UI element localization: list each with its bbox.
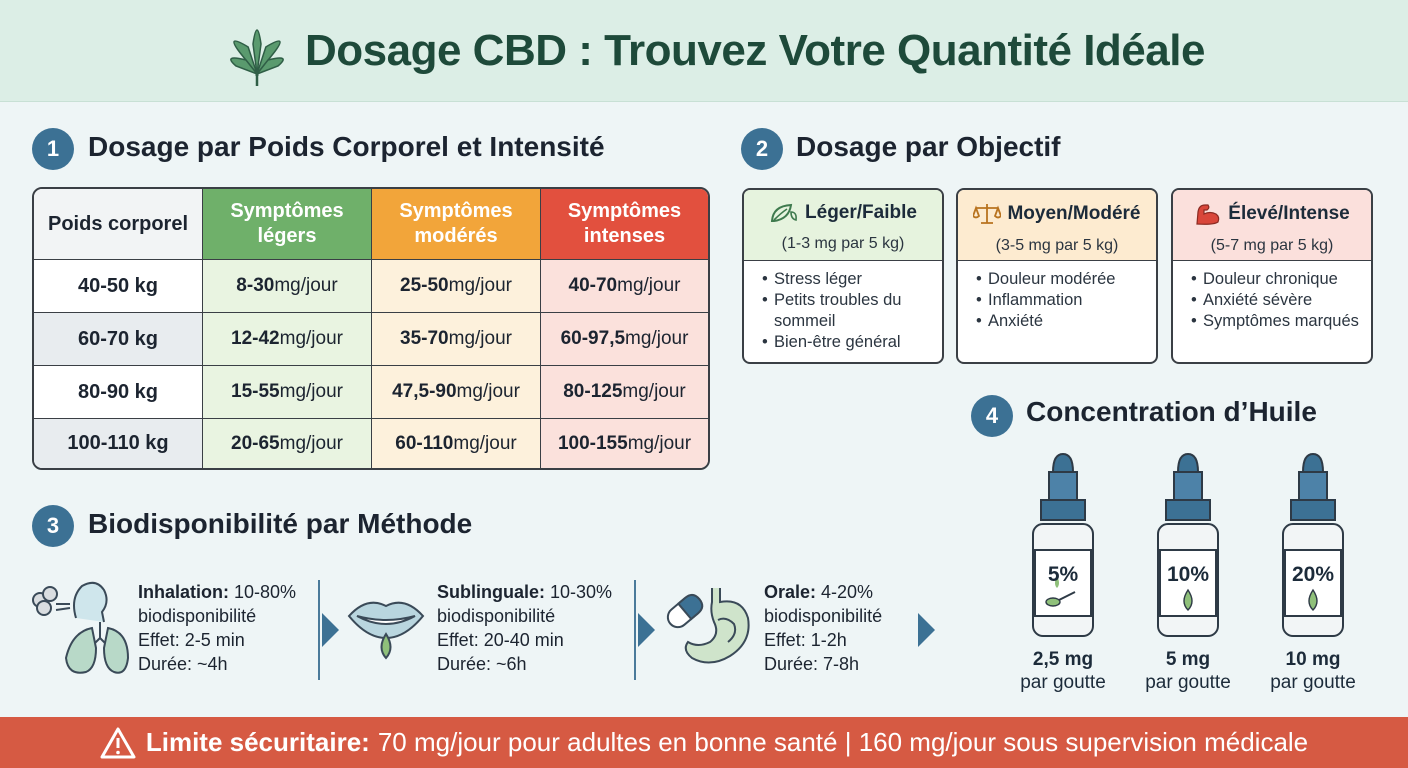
bottle-dose: 2,5 mg par goutte	[1020, 649, 1106, 693]
dosage-table: Poids corporel Symptômes légers Symptôme…	[32, 187, 710, 470]
dropper-bottle-drop-icon	[1282, 452, 1344, 637]
bottle-dose: 5 mg par goutte	[1145, 649, 1231, 693]
col-header-intense: Symptômes intenses	[541, 189, 708, 260]
table-row-weight: 60-70 kg	[34, 313, 203, 366]
chevron-right-icon	[322, 613, 339, 647]
table-cell-moderate: 60-110 mg/jour	[372, 419, 541, 468]
page-title: Dosage CBD : Trouvez Votre Quantité Idéa…	[305, 26, 1205, 75]
section-title-objective: Dosage par Objectif	[796, 131, 1061, 162]
list-item: Douleur chronique	[1191, 269, 1363, 290]
cannabis-leaf-icon	[230, 29, 284, 86]
card-title: Moyen/Modéré	[1007, 203, 1141, 224]
list-item: Symptômes marqués	[1191, 311, 1363, 332]
table-row-weight: 100-110 kg	[34, 419, 203, 468]
chevron-right-icon	[918, 613, 935, 647]
bottle-percentage: 5%	[1047, 563, 1079, 586]
list-item: Anxiété	[976, 311, 1148, 332]
divider	[318, 580, 320, 680]
table-cell-light: 8-30 mg/jour	[203, 260, 372, 313]
col-header-weight: Poids corporel	[34, 189, 203, 260]
dropper-bottle-drop-icon	[1157, 452, 1219, 637]
card-subtitle: (3-5 mg par 5 kg)	[995, 237, 1119, 254]
table-cell-intense: 60-97,5 mg/jour	[541, 313, 708, 366]
mouth-drop-icon	[347, 601, 425, 660]
table-cell-light: 20-65 mg/jour	[203, 419, 372, 468]
section-title-concentration: Concentration d’Huile	[1026, 396, 1317, 427]
safety-limit-text: 70 mg/jour pour adultes en bonne santé |…	[377, 727, 1309, 757]
divider	[634, 580, 636, 680]
dropper-bottle-spoon-icon	[1032, 452, 1094, 637]
header-banner: Dosage CBD : Trouvez Votre Quantité Idéa…	[0, 0, 1408, 102]
table-row-weight: 80-90 kg	[34, 366, 203, 419]
table-cell-moderate: 47,5-90 mg/jour	[372, 366, 541, 419]
table-cell-intense: 40-70 mg/jour	[541, 260, 708, 313]
section-number-1: 1	[32, 128, 74, 170]
table-cell-light: 15-55 mg/jour	[203, 366, 372, 419]
col-header-moderate: Symptômes modérés	[372, 189, 541, 260]
objective-card-moderate: Moyen/Modéré (3-5 mg par 5 kg) Douleur m…	[956, 188, 1158, 364]
list-item: Anxiété sévère	[1191, 290, 1363, 311]
list-item: Bien-être général	[762, 332, 934, 353]
bottle-percentage: 20%	[1291, 563, 1335, 586]
warning-triangle-icon	[100, 727, 136, 758]
card-title: Léger/Faible	[805, 202, 917, 223]
list-item: Stress léger	[762, 269, 934, 290]
card-subtitle: (5-7 mg par 5 kg)	[1210, 237, 1334, 254]
balance-scale-icon	[973, 204, 1002, 224]
method-inhalation: Inhalation: 10-80% biodisponibilité Effe…	[138, 582, 297, 674]
section-number-2: 2	[741, 128, 783, 170]
bottle-dose: 10 mg par goutte	[1270, 649, 1356, 693]
table-cell-intense: 80-125 mg/jour	[541, 366, 708, 419]
col-header-light: Symptômes légers	[203, 189, 372, 260]
method-oral: Orale: 4-20% biodisponibilité Effet: 1-2…	[764, 582, 883, 674]
leaf-icon	[770, 203, 797, 222]
method-sublingual: Sublinguale: 10-30% biodisponibilité Eff…	[437, 582, 613, 674]
table-cell-moderate: 35-70 mg/jour	[372, 313, 541, 366]
safety-limit-label: Limite sécuritaire:	[145, 727, 370, 757]
table-cell-moderate: 25-50 mg/jour	[372, 260, 541, 313]
capsule-stomach-icon	[666, 588, 750, 664]
card-subtitle: (1-3 mg par 5 kg)	[781, 235, 905, 252]
section-number-3: 3	[32, 505, 74, 547]
table-row-weight: 40-50 kg	[34, 260, 203, 313]
table-cell-light: 12-42 mg/jour	[203, 313, 372, 366]
chevron-right-icon	[638, 613, 655, 647]
safety-limit-banner: Limite sécuritaire: 70 mg/jour pour adul…	[0, 717, 1408, 768]
section-number-4: 4	[971, 395, 1013, 437]
flexed-arm-icon	[1196, 204, 1220, 225]
lungs-icon	[32, 581, 130, 674]
list-item: Inflammation	[976, 290, 1148, 311]
bottle-percentage: 10%	[1166, 563, 1210, 586]
objective-card-intense: Élevé/Intense (5-7 mg par 5 kg) Douleur …	[1171, 188, 1373, 364]
list-item: Petits troubles du sommeil	[762, 290, 934, 332]
section-title-bioavailability: Biodisponibilité par Méthode	[88, 508, 473, 539]
section-title-weight: Dosage par Poids Corporel et Intensité	[88, 131, 605, 162]
card-title: Élevé/Intense	[1228, 203, 1350, 224]
table-cell-intense: 100-155 mg/jour	[541, 419, 708, 468]
objective-card-light: Léger/Faible (1-3 mg par 5 kg) Stress lé…	[742, 188, 944, 364]
list-item: Douleur modérée	[976, 269, 1148, 290]
